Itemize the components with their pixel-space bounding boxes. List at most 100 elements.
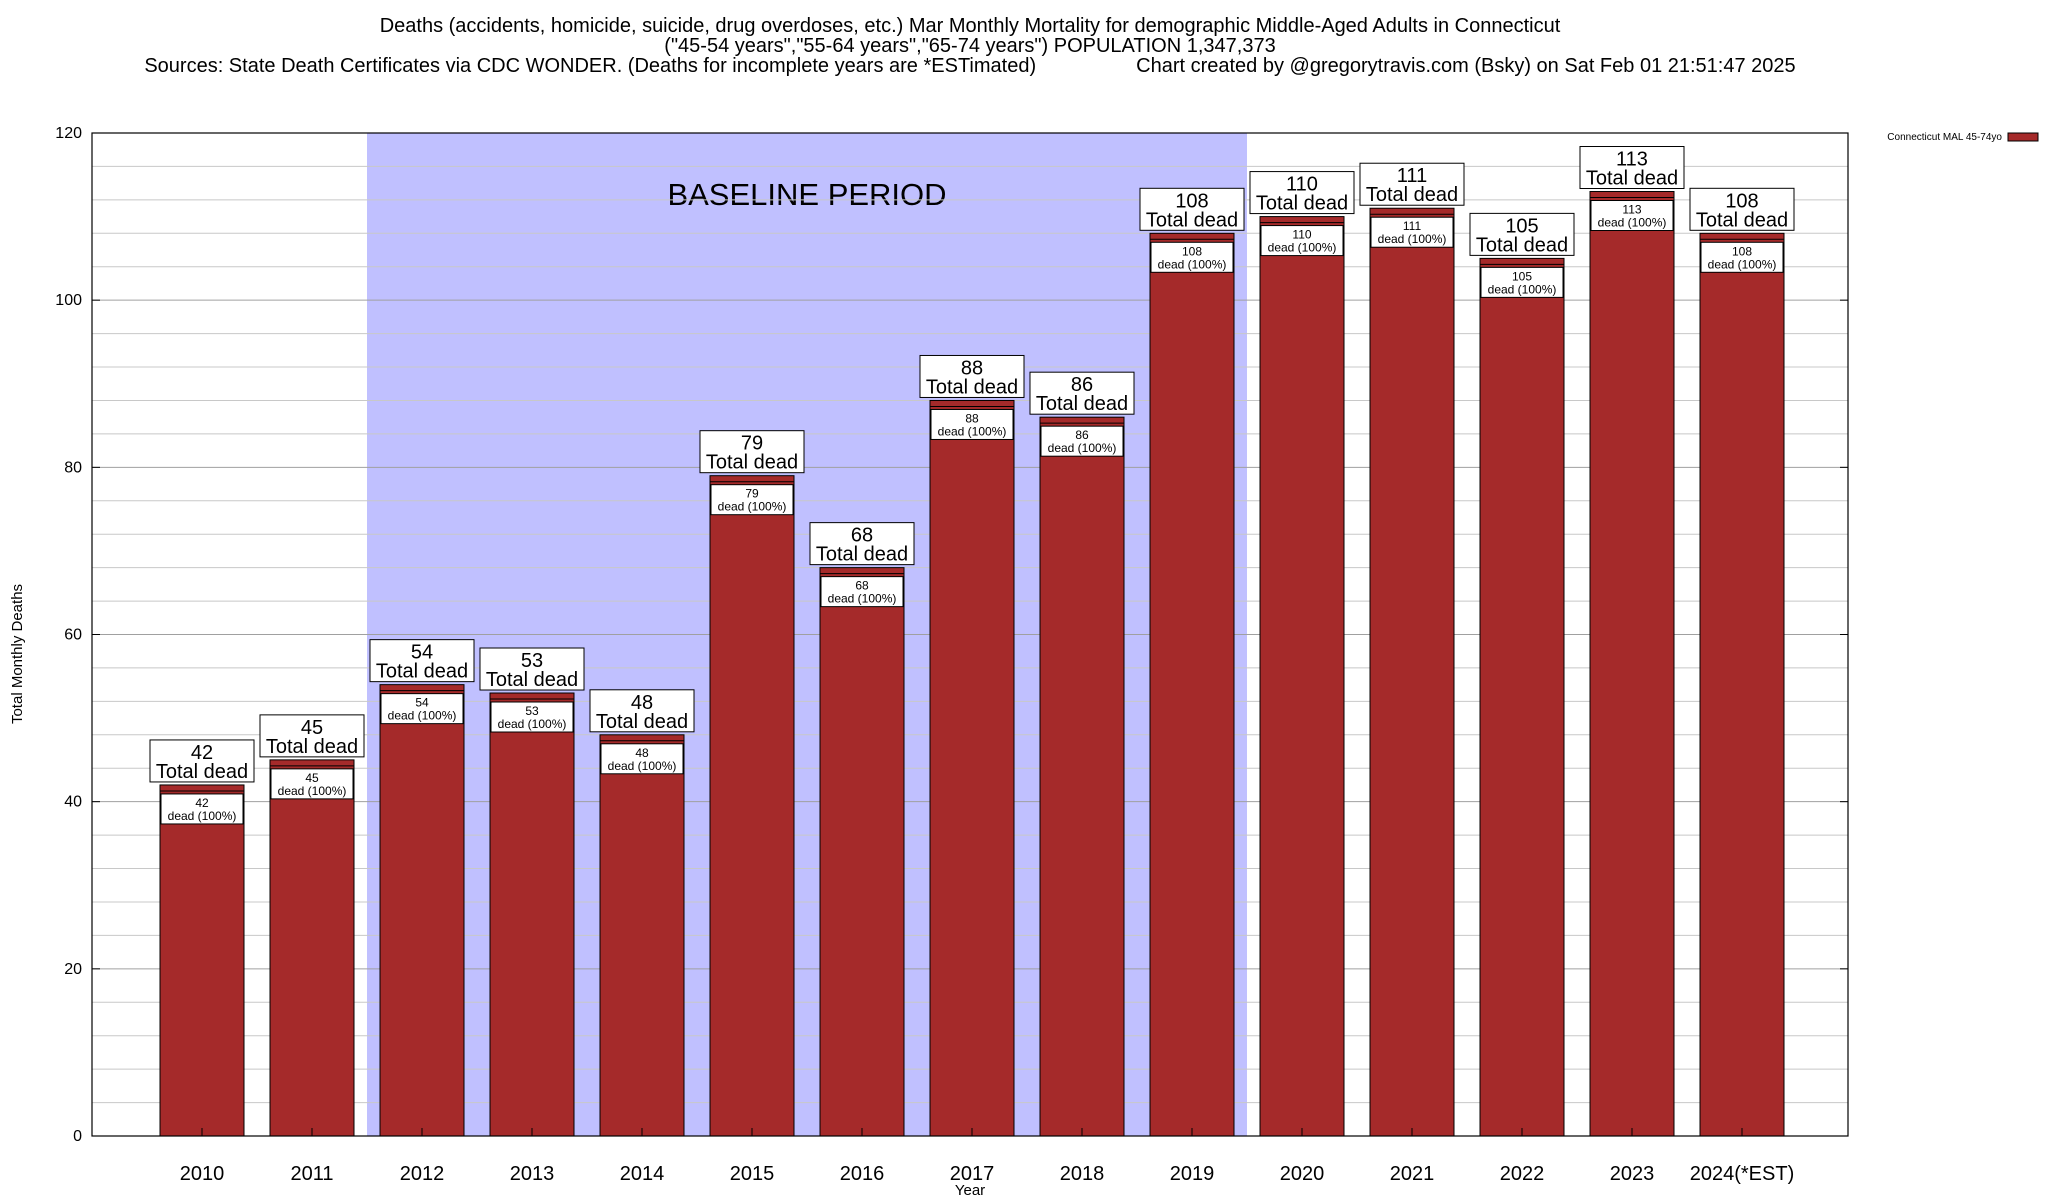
segment-value-label: 108 <box>1182 244 1202 258</box>
bar-2019 <box>1149 232 1235 1137</box>
title-line-2: ("45-54 years","55-64 years","65-74 year… <box>664 35 1275 57</box>
segment-label-box <box>1040 425 1124 457</box>
total-label-box <box>149 739 255 783</box>
segment-share-label: dead (100%) <box>388 709 457 723</box>
segment-share-label: dead (100%) <box>608 759 677 773</box>
x-tick-label: 2015 <box>730 1163 775 1185</box>
segment-label-box <box>490 701 574 733</box>
segment-label-box <box>1150 241 1234 273</box>
total-label-box <box>1139 187 1245 231</box>
total-value-label: 105 <box>1505 215 1538 237</box>
total-text-label: Total dead <box>706 452 798 474</box>
segment-share-label: dead (100%) <box>1378 232 1447 246</box>
segment-label-box <box>160 793 244 825</box>
total-value-label: 86 <box>1071 374 1093 396</box>
segment-value-label: 105 <box>1512 269 1532 283</box>
segment-share-label: dead (100%) <box>1708 257 1777 271</box>
total-text-label: Total dead <box>266 736 358 758</box>
segment-label-box <box>710 484 794 516</box>
segment-label-box <box>1700 241 1784 273</box>
x-tick-label: 2018 <box>1060 1163 1105 1185</box>
segment-value-label: 79 <box>745 487 759 501</box>
x-tick-label: 2011 <box>290 1163 333 1185</box>
x-tick-label: 2017 <box>950 1163 995 1185</box>
segment-share-label: dead (100%) <box>1048 441 1117 455</box>
x-tick-label: 2013 <box>510 1163 555 1185</box>
bar-2010 <box>159 784 245 1137</box>
x-tick-label: 2016 <box>840 1163 885 1185</box>
y-tick-label: 20 <box>64 961 82 978</box>
legend-label: Connecticut MAL 45-74yo <box>1887 132 2002 143</box>
total-text-label: Total dead <box>486 669 578 691</box>
bar-2012 <box>379 684 465 1137</box>
x-tick-label: 2022 <box>1500 1163 1545 1185</box>
segment-value-label: 111 <box>1403 219 1422 233</box>
segment-value-label: 53 <box>525 704 539 718</box>
total-label-box <box>1469 212 1575 256</box>
segment-label-box <box>380 693 464 725</box>
legend: Connecticut MAL 45-74yo <box>1887 132 2039 143</box>
total-text-label: Total dead <box>1586 168 1678 190</box>
total-label-box <box>1689 187 1795 231</box>
segment-value-label: 86 <box>1075 428 1089 442</box>
segment-label-box <box>1480 266 1564 298</box>
segment-share-label: dead (100%) <box>168 809 237 823</box>
segment-share-label: dead (100%) <box>278 784 347 798</box>
total-text-label: Total dead <box>1036 393 1128 415</box>
total-value-label: 42 <box>191 742 213 764</box>
total-value-label: 48 <box>631 692 653 714</box>
total-value-label: 68 <box>851 525 873 547</box>
segment-label-box <box>1590 200 1674 232</box>
total-label-box <box>589 689 695 733</box>
segment-value-label: 113 <box>1622 203 1641 217</box>
segment-label-box <box>930 408 1014 440</box>
segment-share-label: dead (100%) <box>1488 282 1557 296</box>
bar-2015 <box>709 475 795 1137</box>
total-text-label: Total dead <box>156 761 248 783</box>
bar-2021 <box>1369 207 1455 1137</box>
x-tick-label: 2024(*EST) <box>1690 1163 1795 1185</box>
total-label-box <box>699 430 805 474</box>
bar-2022 <box>1479 257 1565 1137</box>
total-label-box <box>809 522 915 566</box>
chart-title: Deaths (accidents, homicide, suicide, dr… <box>144 15 1795 77</box>
segment-share-label: dead (100%) <box>828 592 897 606</box>
total-value-label: 79 <box>741 433 763 455</box>
bar-2011 <box>269 759 355 1137</box>
segment-value-label: 88 <box>965 411 979 425</box>
total-value-label: 53 <box>521 650 543 672</box>
total-text-label: Total dead <box>596 711 688 733</box>
total-text-label: Total dead <box>1256 193 1348 215</box>
total-value-label: 113 <box>1616 149 1648 171</box>
segment-share-label: dead (100%) <box>1158 257 1227 271</box>
segment-share-label: dead (100%) <box>938 424 1007 438</box>
x-axis-title: Year <box>955 1182 985 1199</box>
bar-2023 <box>1589 191 1675 1137</box>
total-text-label: Total dead <box>1476 234 1568 256</box>
segment-value-label: 110 <box>1292 228 1311 242</box>
total-value-label: 108 <box>1175 190 1208 212</box>
y-tick-label: 120 <box>55 125 82 142</box>
y-tick-label: 100 <box>55 292 82 309</box>
total-label-box <box>1359 162 1465 206</box>
x-tick-label: 2021 <box>1390 1163 1435 1185</box>
total-text-label: Total dead <box>1366 184 1458 206</box>
legend-swatch <box>2007 132 2039 142</box>
total-text-label: Total dead <box>816 544 908 566</box>
total-value-label: 111 <box>1397 165 1427 187</box>
x-tick-label: 2023 <box>1610 1163 1655 1185</box>
total-value-label: 108 <box>1725 190 1758 212</box>
segment-share-label: dead (100%) <box>718 500 787 514</box>
segment-value-label: 42 <box>195 796 209 810</box>
segment-value-label: 54 <box>415 696 429 710</box>
bar-2013 <box>489 692 575 1137</box>
total-label-box <box>1249 171 1355 215</box>
bar-2017 <box>929 399 1015 1137</box>
total-value-label: 45 <box>301 717 323 739</box>
x-tick-label: 2020 <box>1280 1163 1325 1185</box>
segment-value-label: 48 <box>635 746 649 760</box>
bar-2016 <box>819 567 905 1137</box>
total-label-box <box>1579 146 1685 190</box>
bar-2018 <box>1039 416 1125 1137</box>
x-tick-label: 2010 <box>180 1163 225 1185</box>
